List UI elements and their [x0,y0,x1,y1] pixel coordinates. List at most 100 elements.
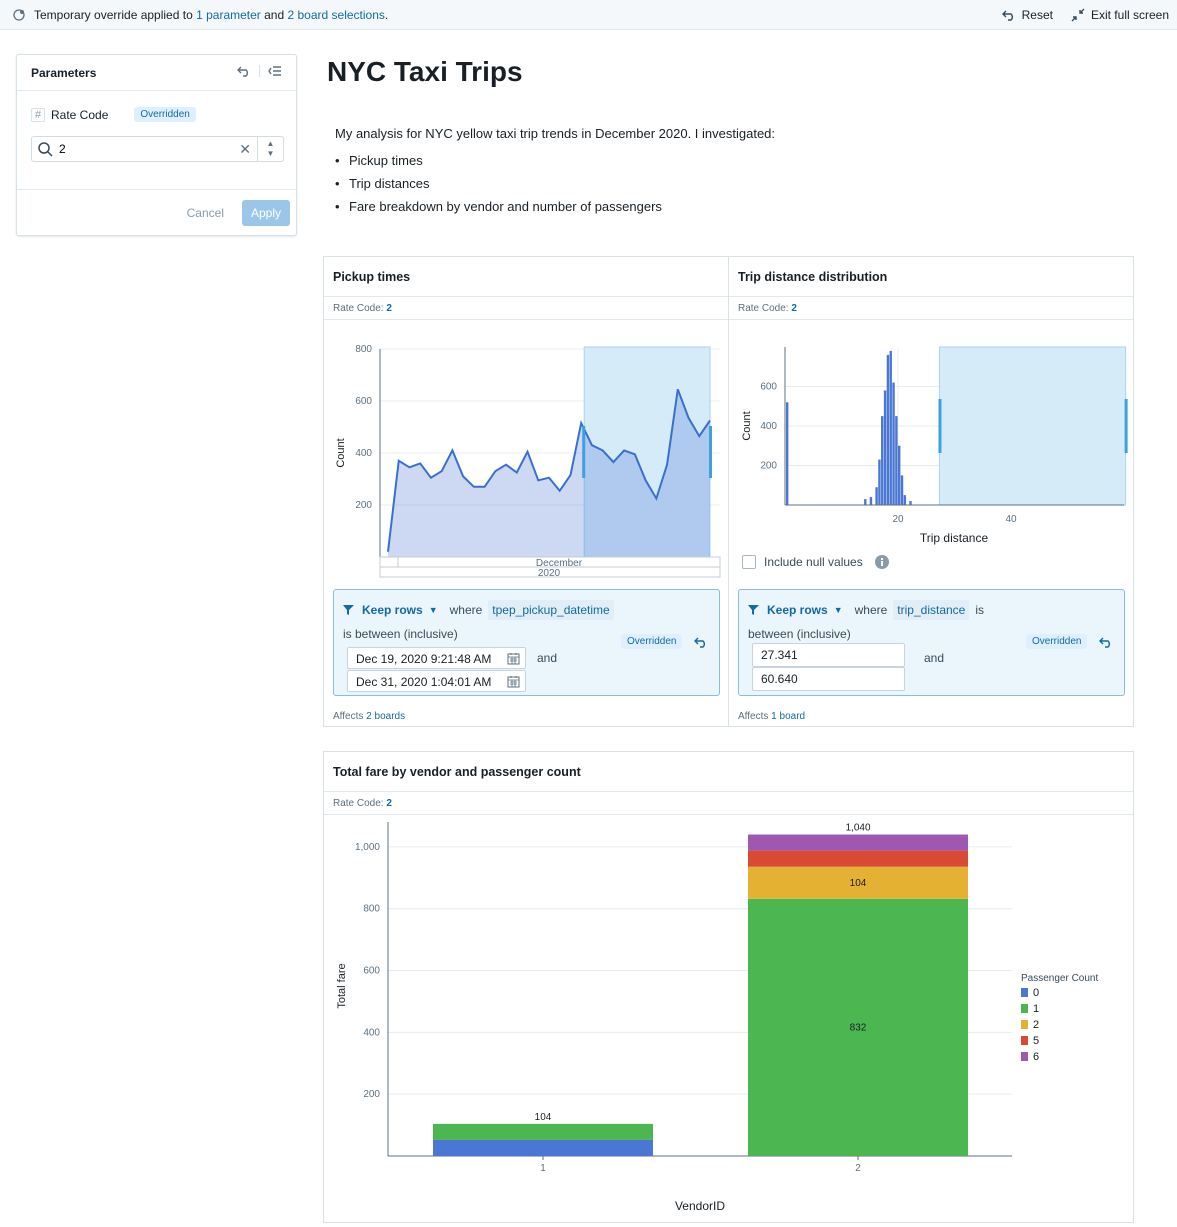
selection-handle [582,426,586,478]
legend-swatch [1021,1020,1028,1029]
x-tick-label: 40 [1005,514,1017,525]
intro-list: Pickup times Trip distances Fare breakdo… [335,149,775,218]
info-icon[interactable] [874,555,889,569]
legend-swatch [1021,1004,1028,1013]
rate-code-value[interactable] [59,142,239,156]
clear-icon[interactable]: ✕ [239,141,251,157]
x-tick-label: 2020 [538,568,561,579]
y-tick-label: 400 [355,448,372,459]
histogram-bar [895,416,898,505]
from-date-input[interactable]: Dec 19, 2020 9:21:48 AM [347,647,526,669]
y-tick-label: 1,000 [355,842,380,853]
caret-down-icon[interactable]: ▼ [428,605,438,615]
chevron-down-icon[interactable]: ▼ [266,149,275,158]
reset-label: Reset [1021,8,1053,22]
card-title: Total fare by vendor and passenger count [324,752,1133,792]
column-chip[interactable]: tpep_pickup_datetime [488,600,614,620]
overridden-badge: Overridden [1026,634,1088,649]
apply-button[interactable]: Apply [242,200,290,226]
board-selections-link[interactable]: 2 board selections [287,7,385,22]
page-title: NYC Taxi Trips [327,56,523,87]
fare-chart[interactable]: 200 400 600 800 1,000 104 1 832 104 1,040 2 Total f… [324,816,1133,1222]
parameters-footer: Cancel Apply [17,189,296,235]
histogram-bar [878,459,881,505]
series-line [387,388,711,552]
include-null-row: Include null values [742,555,889,569]
calendar-icon[interactable] [507,675,520,688]
exit-fullscreen-button[interactable]: Exit full screen [1071,8,1169,22]
trip-distance-card: Trip distance distribution Rate Code: 2 … [728,256,1134,727]
exit-fullscreen-label: Exit full screen [1090,8,1169,22]
condition-label: between (inclusive) [748,627,851,641]
to-date-value: Dec 31, 2020 1:04:01 AM [356,675,492,689]
y-axis-label: Count [741,411,753,440]
y-tick-label: 600 [363,966,380,977]
histogram-bar [886,354,890,505]
legend-swatch [1021,1036,1028,1045]
undo-icon[interactable] [1099,636,1113,648]
x-tick-label: 2 [855,1163,861,1174]
pickup-times-card: Pickup times Rate Code: 2 200 400 600 800 Co… [323,256,729,727]
x-tick-label: 20 [892,514,904,525]
histogram-bar [903,495,907,505]
rate-code-text: Rate Code: [738,303,792,314]
include-null-checkbox[interactable] [742,555,756,569]
rate-code-input[interactable]: ✕ ▲▼ [31,136,284,162]
histogram-bar [864,499,867,505]
undo-icon[interactable] [694,636,708,648]
range-from-value: 27.341 [761,648,798,662]
filter-icon [343,605,354,615]
affects-label: Affects 2 boards [333,711,405,722]
y-axis-label: Total fare [336,963,348,1008]
parameter-link[interactable]: 1 parameter [196,7,261,22]
selection-range [938,346,1127,506]
minimize-icon [1071,8,1085,22]
affects-text: Affects [333,711,367,722]
legend-label: 6 [1033,1051,1039,1063]
pickup-filter: Keep rows ▼ where tpep_pickup_datetime i… [333,589,720,696]
bar-segment [433,1123,653,1140]
filter-icon [748,605,759,615]
y-tick-label: 400 [363,1027,380,1038]
y-tick-label: 600 [760,382,777,393]
reset-button[interactable]: Reset [1001,8,1053,22]
y-axis-label: Count [335,438,347,467]
card-title: Pickup times [324,257,728,297]
and-label: and [537,651,558,665]
caret-down-icon[interactable]: ▼ [833,605,843,615]
keep-rows-dropdown[interactable]: Keep rows [767,603,828,617]
and-label: and [924,651,945,665]
chevron-up-icon[interactable]: ▲ [266,139,275,148]
from-date-value: Dec 19, 2020 9:21:48 AM [356,652,492,666]
range-to-input[interactable]: 60.640 [752,667,905,691]
rate-code-value: 2 [386,798,392,809]
legend-label: 0 [1033,987,1039,999]
calendar-icon[interactable] [507,652,520,665]
overridden-badge: Overridden [621,634,683,649]
x-axis-label: VendorID [675,1199,725,1213]
trip-distance-chart[interactable]: 200 400 600 20 40 Count Trip distance [729,321,1133,549]
histogram-bar [892,382,895,505]
legend-label: 2 [1033,1019,1039,1031]
histogram-bar [900,475,904,505]
undo-icon[interactable] [237,65,251,77]
column-chip[interactable]: trip_distance [893,600,970,620]
to-date-input[interactable]: Dec 31, 2020 1:04:01 AM [347,670,526,692]
numeric-type-icon: # [31,107,45,122]
legend-title: Passenger Count [1021,973,1098,984]
y-tick-label: 600 [355,396,372,407]
y-tick-label: 400 [760,421,777,432]
fare-card: Total fare by vendor and passenger count… [323,751,1134,1223]
value-stepper[interactable]: ▲ ▼ [257,137,283,161]
cancel-button[interactable]: Cancel [186,206,224,220]
keep-rows-dropdown[interactable]: Keep rows [362,603,423,617]
collapse-panel-icon[interactable] [268,65,282,77]
where-label: where [449,603,483,617]
range-from-input[interactable]: 27.341 [752,643,905,667]
affects-board-link[interactable]: 1 board [771,711,806,722]
selection-handle [938,399,942,453]
histogram-bar [889,350,892,505]
y-tick-label: 200 [355,500,372,511]
affects-boards-link[interactable]: 2 boards [366,711,406,722]
